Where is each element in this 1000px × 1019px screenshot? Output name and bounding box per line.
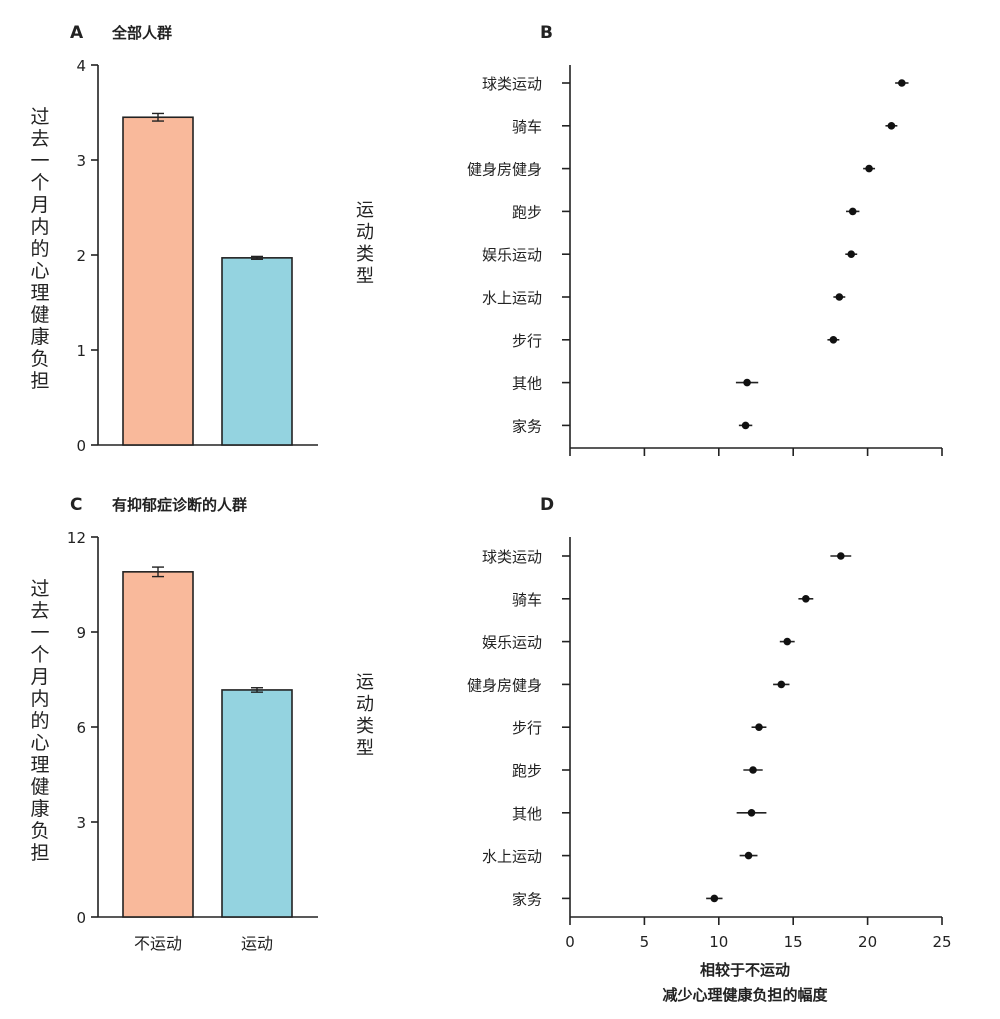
y-tick-label: 0	[76, 909, 86, 927]
x-axis-label: 相较于不运动	[700, 961, 790, 979]
y-axis-label: 负	[30, 348, 49, 370]
point-家务	[741, 421, 750, 430]
category-label: 球类运动	[482, 548, 542, 566]
y-axis-label: 去	[30, 128, 49, 150]
y-axis-label: 康	[30, 326, 49, 348]
category-label: 步行	[512, 719, 542, 737]
y-axis-label: 健	[30, 304, 49, 326]
point-步行	[829, 336, 838, 344]
y-axis-label: 健	[30, 776, 49, 798]
y-axis-label: 心	[30, 732, 49, 754]
y-axis-label: 过	[30, 578, 49, 600]
category-label: 骑车	[512, 591, 542, 609]
y-axis-label: 个	[30, 644, 49, 666]
x-tick-label: 5	[640, 933, 650, 951]
y-tick-label: 4	[76, 57, 86, 75]
y-axis-label: 理	[30, 754, 49, 776]
y-tick-label: 12	[67, 529, 86, 547]
panel-letter: A	[70, 23, 84, 43]
x-tick-label: 不运动	[134, 934, 182, 953]
point-球类运动	[898, 79, 906, 87]
point-水上运动	[744, 851, 753, 860]
point-球类运动	[837, 552, 845, 560]
category-label: 水上运动	[482, 289, 542, 307]
category-label: 家务	[512, 890, 542, 908]
x-tick-label: 0	[565, 933, 575, 951]
category-label: 健身房健身	[467, 676, 542, 694]
y-axis-label: 月	[30, 666, 49, 688]
y-tick-label: 9	[76, 624, 86, 642]
panel-title: 有抑郁症诊断的人群	[112, 496, 247, 514]
x-tick-label: 25	[932, 933, 951, 951]
y-tick-label: 3	[76, 814, 86, 832]
y-axis-label: 过	[30, 106, 49, 128]
y-axis-label: 内	[30, 216, 49, 238]
y-axis-label: 去	[30, 600, 49, 622]
category-label: 娱乐运动	[482, 634, 542, 652]
bar-不运动	[122, 571, 194, 918]
category-label: 跑步	[512, 203, 542, 221]
point-其他	[743, 378, 751, 387]
category-label: 其他	[512, 375, 542, 393]
category-label: 跑步	[512, 762, 542, 780]
y-axis-label: 运动类型	[353, 672, 374, 760]
y-axis-label: 担	[30, 842, 49, 864]
y-axis-label: 的	[30, 238, 49, 260]
point-步行	[755, 723, 763, 731]
y-axis-label: 一	[30, 150, 49, 172]
point-健身房健身	[865, 164, 873, 173]
x-tick-label: 20	[858, 933, 877, 951]
bar-运动	[221, 689, 293, 918]
y-tick-label: 0	[76, 437, 86, 455]
bar-运动	[221, 257, 293, 446]
category-label: 步行	[512, 332, 542, 350]
x-tick-label: 15	[784, 933, 803, 951]
point-娱乐运动	[783, 637, 792, 646]
point-娱乐运动	[847, 250, 856, 258]
y-axis-label: 理	[30, 282, 49, 304]
point-健身房健身	[777, 680, 786, 689]
y-axis-label: 的	[30, 710, 49, 732]
point-其他	[747, 809, 756, 817]
y-axis-label: 月	[30, 194, 49, 216]
y-axis-label: 个	[30, 172, 49, 194]
bar-不运动	[122, 116, 194, 446]
category-label: 健身房健身	[467, 161, 542, 179]
x-tick-label: 运动	[241, 934, 273, 953]
y-tick-label: 1	[76, 342, 86, 360]
y-axis-label: 心	[30, 260, 49, 282]
point-家务	[710, 894, 719, 903]
y-tick-label: 2	[76, 247, 86, 265]
panel-letter: C	[70, 495, 82, 515]
y-tick-label: 3	[76, 152, 86, 170]
category-label: 骑车	[512, 118, 542, 136]
category-label: 其他	[512, 805, 542, 823]
point-骑车	[802, 595, 810, 603]
x-tick-label: 10	[709, 933, 728, 951]
y-axis-label: 一	[30, 622, 49, 644]
x-axis-label: 减少心理健康负担的幅度	[662, 986, 828, 1004]
category-label: 娱乐运动	[482, 246, 542, 264]
y-axis-label: 担	[30, 370, 49, 392]
category-label: 家务	[512, 417, 542, 435]
category-label: 球类运动	[482, 75, 542, 93]
point-骑车	[887, 122, 896, 130]
y-axis-label: 康	[30, 798, 49, 820]
point-跑步	[848, 207, 857, 216]
y-axis-label: 运动类型	[353, 200, 374, 288]
point-水上运动	[835, 293, 844, 301]
panel-letter: D	[540, 495, 554, 515]
y-tick-label: 6	[76, 719, 86, 737]
y-axis-label: 内	[30, 688, 49, 710]
point-跑步	[749, 766, 757, 774]
panel-letter: B	[540, 23, 553, 43]
panel-title: 全部人群	[111, 24, 172, 42]
category-label: 水上运动	[482, 848, 542, 866]
y-axis-label: 负	[30, 820, 49, 842]
